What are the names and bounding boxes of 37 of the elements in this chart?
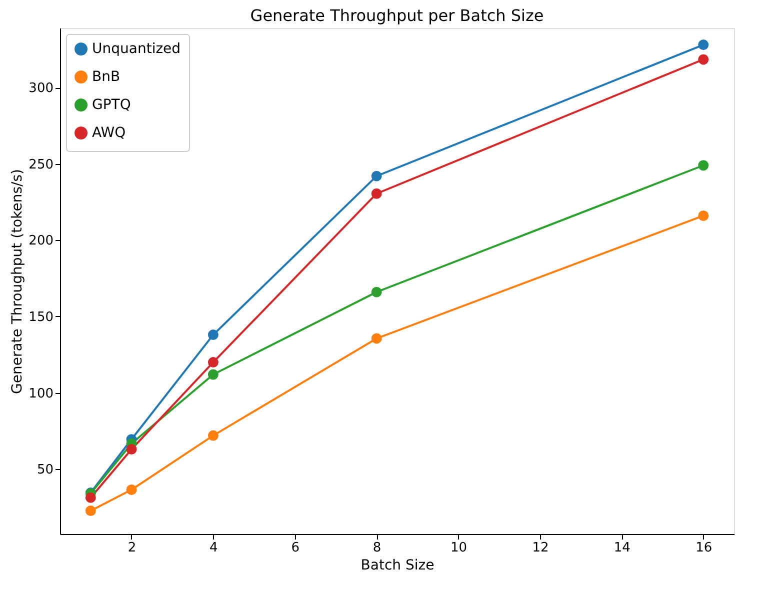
point <box>371 333 382 344</box>
x-axis-title: Batch Size <box>360 558 434 574</box>
x-tick-label: 10 <box>450 540 468 556</box>
x-tick-label: 16 <box>696 540 712 556</box>
y-tick-label: 200 <box>28 234 54 249</box>
point <box>698 210 709 221</box>
point <box>698 40 709 50</box>
point <box>208 330 218 340</box>
chart-title: Generate Throughput per Batch Size <box>250 6 544 25</box>
y-tick-label: 250 <box>28 157 54 172</box>
point <box>208 369 218 380</box>
y-tick-label: 50 <box>36 462 54 478</box>
x-tick-label: 12 <box>532 540 549 556</box>
x-tick-label: 4 <box>210 540 218 556</box>
point <box>698 54 709 65</box>
x-tick-label: 14 <box>614 540 630 556</box>
point <box>126 484 137 495</box>
x-tick-label: 2 <box>128 540 136 556</box>
legend-label: GPTQ <box>92 97 131 113</box>
x-tick-label: 6 <box>291 540 300 556</box>
point <box>208 430 218 441</box>
point <box>85 506 96 516</box>
y-axis-title: Generate Throughput (tokens/s) <box>10 169 26 394</box>
point <box>371 286 382 298</box>
point <box>698 160 709 171</box>
legend-label: BnB <box>92 69 120 85</box>
y-tick-label: 300 <box>28 81 54 96</box>
point <box>85 492 96 503</box>
legend-label: AWQ <box>92 125 126 141</box>
y-tick-label: 100 <box>28 386 54 402</box>
point <box>126 444 137 455</box>
point <box>371 170 382 182</box>
x-tick-label: 8 <box>372 540 382 556</box>
y-tick-label: 150 <box>28 310 54 325</box>
point <box>208 357 218 368</box>
legend-label: Unquantized <box>92 41 181 57</box>
point <box>371 188 382 199</box>
